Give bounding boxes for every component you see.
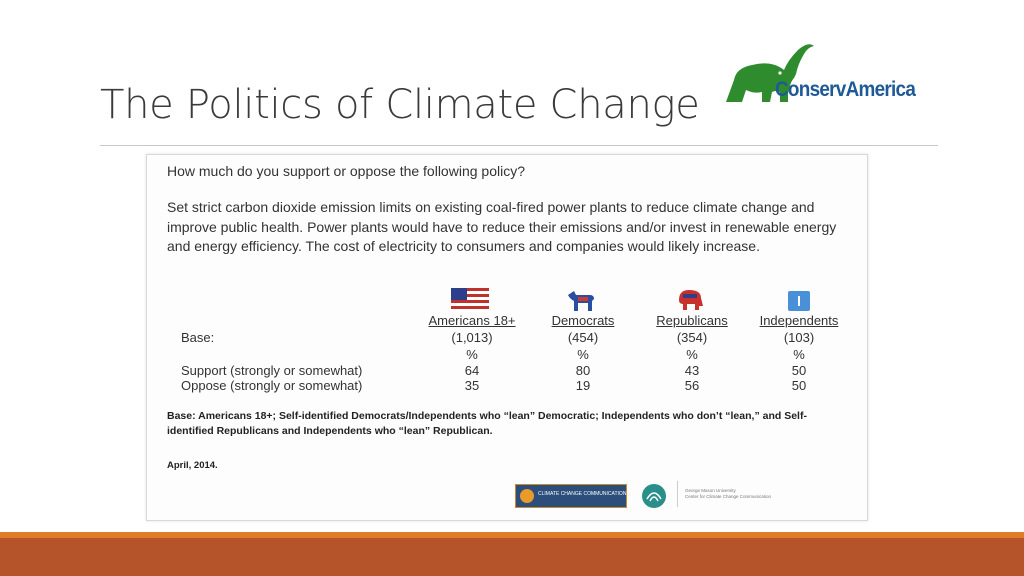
sun-icon [520, 489, 534, 503]
unit-democrats: % [577, 347, 589, 362]
base-republicans: (354) [676, 330, 708, 345]
oppose-row-label: Oppose (strongly or somewhat) [181, 378, 363, 393]
yale-climate-logo-icon: CLIMATE CHANGE COMMUNICATION [515, 484, 627, 508]
base-independents: (103) [783, 330, 815, 345]
slide-title: The Politics of Climate Change [100, 82, 700, 128]
survey-image-card: How much do you support or oppose the fo… [146, 154, 868, 521]
us-flag-icon [451, 288, 489, 312]
column-header-americans: Americans 18+ [428, 313, 516, 328]
gmu-4c-logo-icon [642, 484, 666, 508]
independent-icon [788, 291, 810, 311]
support-democrats: 80 [575, 363, 591, 378]
oppose-americans: 35 [464, 378, 480, 393]
base-footnote: Base: Americans 18+; Self-identified Dem… [167, 410, 807, 437]
support-republicans: 43 [684, 363, 700, 378]
oppose-independents: 50 [791, 378, 807, 393]
oppose-democrats: 19 [575, 378, 591, 393]
logo-divider [677, 481, 678, 507]
yale-logo-text: CLIMATE CHANGE COMMUNICATION [538, 491, 627, 497]
support-row-label: Support (strongly or somewhat) [181, 363, 363, 378]
policy-text: Set strict carbon dioxide emission limit… [167, 199, 837, 254]
gmu-line-2: Center for Climate Change Communication [685, 494, 772, 499]
base-americans: (1,013) [451, 330, 493, 345]
unit-americans: % [466, 347, 478, 362]
column-header-republicans: Republicans [656, 313, 728, 328]
footer-bar [0, 538, 1024, 576]
support-americans: 64 [464, 363, 480, 378]
title-divider [100, 145, 938, 146]
oppose-republicans: 56 [684, 378, 700, 393]
gmu-logo-text: George Mason University Center for Clima… [685, 488, 771, 500]
survey-question: How much do you support or oppose the fo… [167, 163, 525, 179]
conservamerica-logo-text: ConservAmerica [775, 78, 916, 101]
republican-elephant-icon [679, 290, 703, 310]
conservamerica-elephant-logo-icon [726, 44, 814, 102]
base-row-label: Base: [181, 330, 215, 345]
survey-date: April, 2014. [167, 460, 218, 471]
footer-accent-bar [0, 532, 1024, 538]
base-democrats: (454) [567, 330, 599, 345]
unit-independents: % [793, 347, 805, 362]
democrat-donkey-icon [568, 291, 594, 311]
gmu-line-1: George Mason University [685, 488, 736, 493]
column-header-independents: Independents [759, 313, 839, 328]
support-independents: 50 [791, 363, 807, 378]
unit-republicans: % [686, 347, 698, 362]
column-header-democrats: Democrats [551, 313, 615, 328]
